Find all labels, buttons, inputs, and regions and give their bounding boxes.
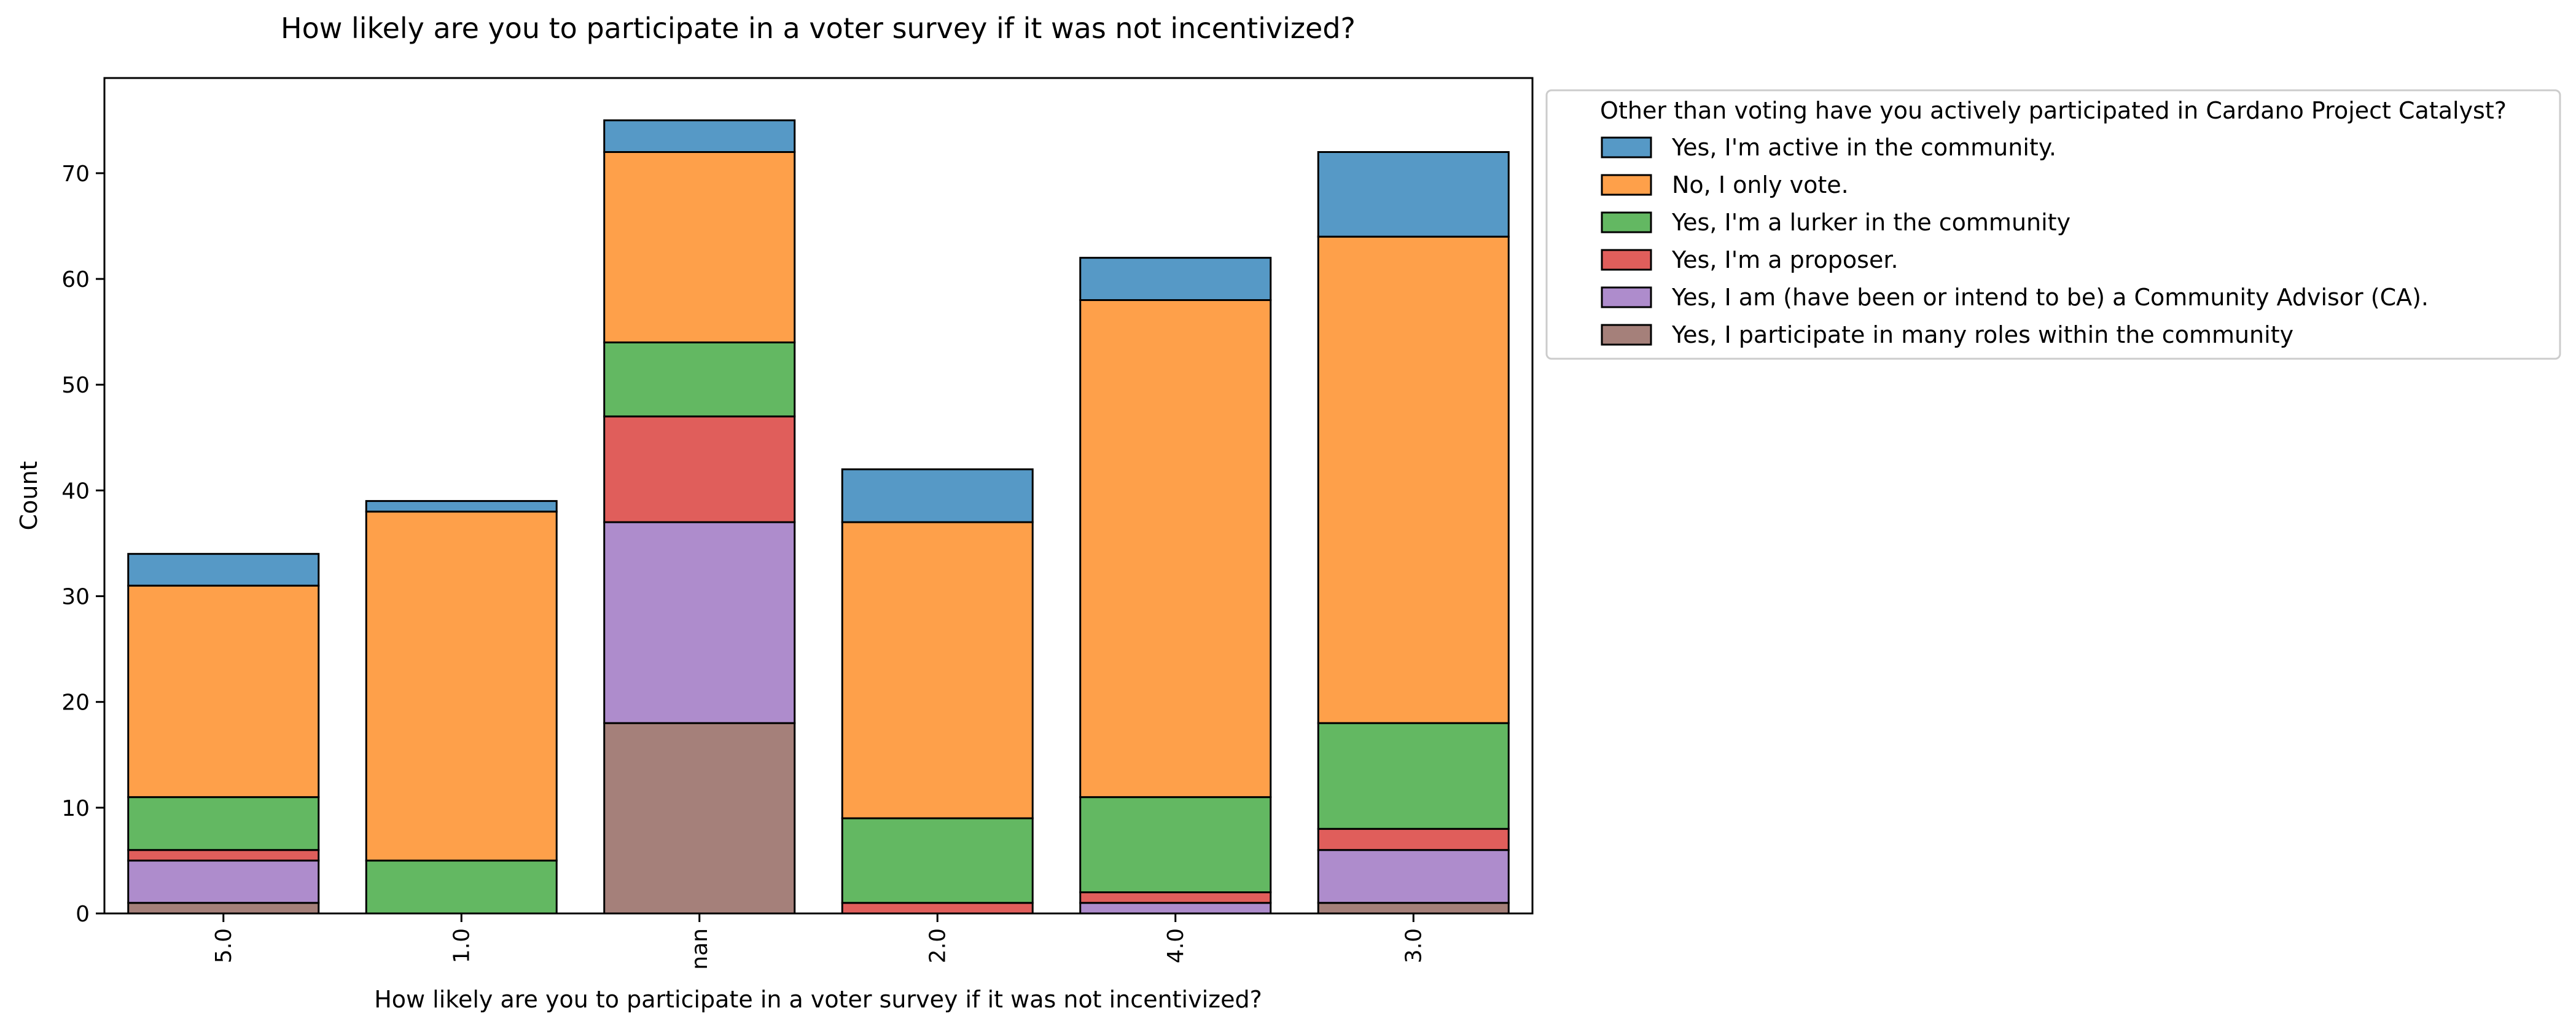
- y-tick-label: 10: [61, 796, 90, 821]
- chart-title: How likely are you to participate in a v…: [281, 12, 1356, 45]
- bar-segment-no-i-only-vote-3-0: [1317, 235, 1510, 724]
- bar-segment-yes-i-m-active-in-the-community-4-0: [1079, 257, 1272, 302]
- legend-swatch-no-i-only-vote: [1601, 174, 1652, 196]
- legend-swatch-yes-i-participate-in-many-roles-within-the-community: [1601, 324, 1652, 346]
- bar-segment-no-i-only-vote-2-0: [841, 521, 1034, 819]
- bar-segment-yes-i-m-a-lurker-in-the-community-3-0: [1317, 722, 1510, 830]
- x-tick-label: 3.0: [1401, 928, 1426, 963]
- x-tick-label: 5.0: [211, 928, 236, 963]
- bar-segment-yes-i-m-a-proposer-2-0: [841, 902, 1034, 915]
- legend-entries: Yes, I'm active in the community. No, I o…: [1601, 134, 2429, 348]
- bar-segment-no-i-only-vote-1-0: [365, 510, 558, 862]
- y-tick-label: 20: [61, 690, 90, 716]
- bar-segment-yes-i-m-active-in-the-community-2-0: [841, 468, 1034, 523]
- bar-segment-yes-i-m-active-in-the-community-5-0: [127, 553, 320, 587]
- y-tick-label: 60: [61, 267, 90, 292]
- bar-segment-no-i-only-vote-nan: [603, 151, 796, 343]
- y-axis-label: Count: [15, 461, 42, 531]
- bar-segment-yes-i-m-a-proposer-nan: [603, 415, 796, 523]
- x-tick-label: 1.0: [449, 928, 474, 963]
- x-tick-label: 2.0: [925, 928, 950, 963]
- legend-swatch-yes-i-m-active-in-the-community: [1601, 136, 1652, 158]
- legend-label-yes-i-m-active-in-the-community: Yes, I'm active in the community.: [1671, 134, 2056, 161]
- y-tick-label: 40: [61, 479, 90, 504]
- bar-segment-yes-i-m-a-lurker-in-the-community-5-0: [127, 796, 320, 851]
- y-tick-label: 30: [61, 585, 90, 610]
- legend-label-no-i-only-vote: No, I only vote.: [1672, 171, 1849, 198]
- legend-label-yes-i-participate-in-many-roles-within-the-community: Yes, I participate in many roles within …: [1671, 321, 2293, 348]
- bar-segment-yes-i-m-a-lurker-in-the-community-4-0: [1079, 796, 1272, 894]
- bar-segment-yes-i-m-active-in-the-community-3-0: [1317, 151, 1510, 238]
- bar-segment-yes-i-m-a-proposer-4-0: [1079, 891, 1272, 904]
- bar-segment-yes-i-participate-in-many-roles-within-the-community-nan: [603, 722, 796, 915]
- bar-segment-yes-i-m-active-in-the-community-nan: [603, 119, 796, 154]
- legend-label-yes-i-m-a-proposer: Yes, I'm a proposer.: [1671, 246, 1899, 273]
- plot-frame: [103, 77, 1534, 915]
- legend-box: [1545, 89, 2561, 360]
- x-axis-label: How likely are you to participate in a v…: [374, 986, 1262, 1013]
- bar-segment-yes-i-m-a-lurker-in-the-community-2-0: [841, 817, 1034, 904]
- bar-segment-no-i-only-vote-4-0: [1079, 299, 1272, 799]
- bar-segment-yes-i-m-a-lurker-in-the-community-nan: [603, 341, 796, 418]
- y-tick-label: 70: [61, 162, 90, 187]
- legend-label-yes-i-am-have-been-or-intend-to-be-a-community-advisor-ca: Yes, I am (have been or intend to be) a …: [1671, 284, 2429, 311]
- legend-swatch-yes-i-m-a-proposer: [1601, 249, 1652, 271]
- bar-segment-yes-i-m-a-proposer-5-0: [127, 849, 320, 862]
- y-axis: 0 10 20 30 40 50 60 70: [61, 162, 104, 927]
- legend-title: Other than voting have you actively part…: [1600, 97, 2507, 124]
- bar-segment-yes-i-m-a-proposer-3-0: [1317, 827, 1510, 851]
- x-axis: 5.0 1.0 nan 2.0 4.0 3.0: [211, 913, 1426, 970]
- bar-segment-yes-i-am-have-been-or-intend-to-be-a-community-advisor-ca-4-0: [1079, 902, 1272, 915]
- bar-segment-no-i-only-vote-5-0: [127, 584, 320, 799]
- bar-segment-yes-i-am-have-been-or-intend-to-be-a-community-advisor-ca-5-0: [127, 859, 320, 904]
- bar-segment-yes-i-participate-in-many-roles-within-the-community-3-0: [1317, 902, 1510, 915]
- legend-label-yes-i-m-a-lurker-in-the-community: Yes, I'm a lurker in the community: [1671, 209, 2071, 236]
- bar-segment-yes-i-m-active-in-the-community-1-0: [365, 500, 558, 513]
- bar-segment-yes-i-am-have-been-or-intend-to-be-a-community-advisor-ca-nan: [603, 521, 796, 724]
- bars-layer: [127, 119, 1510, 915]
- y-tick-label: 50: [61, 373, 90, 398]
- legend: Other than voting have you actively part…: [1545, 89, 2561, 360]
- legend-swatch-yes-i-m-a-lurker-in-the-community: [1601, 211, 1652, 233]
- x-tick-label: nan: [687, 928, 712, 970]
- y-tick-label: 0: [76, 902, 90, 927]
- bar-segment-yes-i-m-a-lurker-in-the-community-1-0: [365, 859, 558, 915]
- bar-segment-yes-i-am-have-been-or-intend-to-be-a-community-advisor-ca-3-0: [1317, 849, 1510, 904]
- bar-segment-yes-i-participate-in-many-roles-within-the-community-5-0: [127, 902, 320, 915]
- x-tick-label: 4.0: [1163, 928, 1188, 963]
- legend-swatch-yes-i-am-have-been-or-intend-to-be-a-community-advisor-ca: [1601, 286, 1652, 308]
